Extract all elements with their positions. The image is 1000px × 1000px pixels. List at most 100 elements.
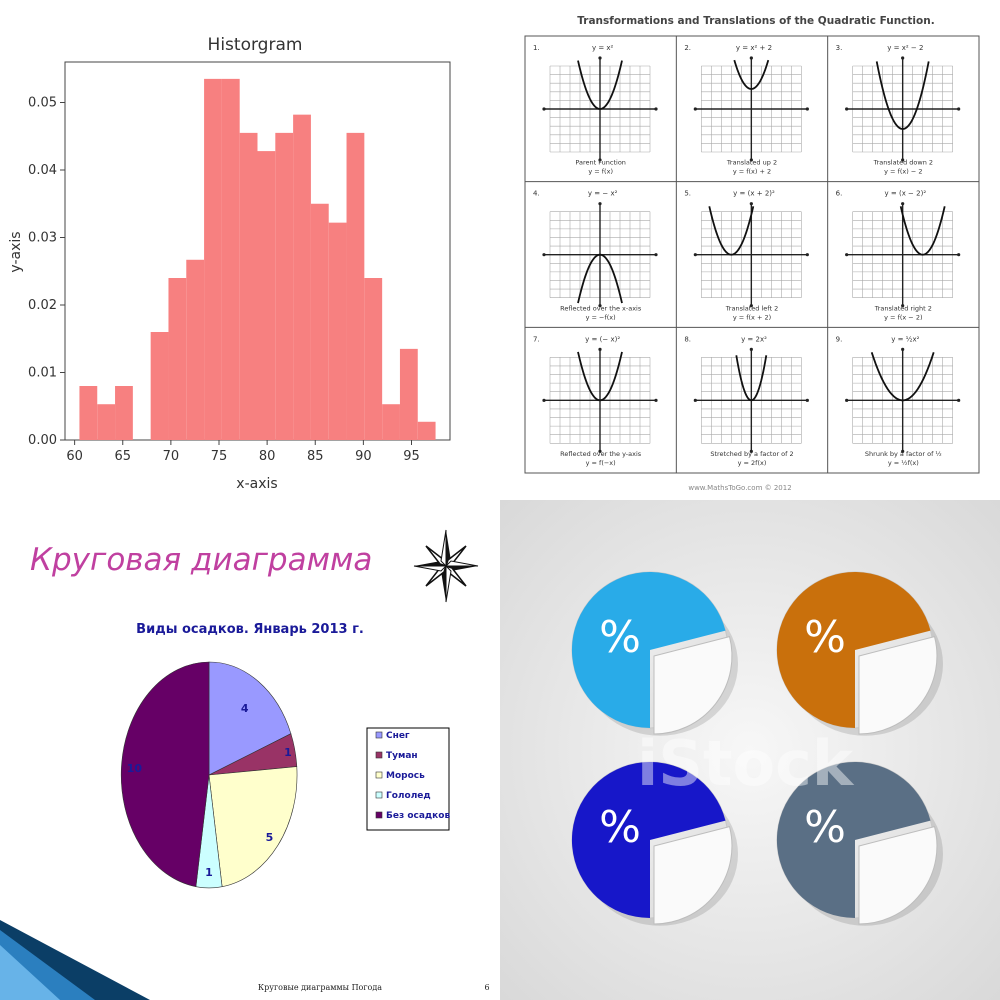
cell-equation: y = ½x² (891, 335, 919, 343)
histogram-bar (221, 78, 240, 440)
parabola-curve (577, 253, 623, 304)
legend-label: Снег (386, 731, 410, 741)
legend-swatch (375, 731, 383, 739)
slide-page-number: 6 (484, 983, 489, 992)
quadratic-cell: 3. y = x² − 2 Translated down 2y = f(x) − … (836, 44, 961, 176)
cell-caption-formula: y = f(x − 2) (884, 313, 922, 321)
percent-pie-icon-blue: % (571, 571, 738, 736)
legend-label: Туман (386, 751, 418, 761)
percent-pie-sector (776, 762, 931, 918)
histogram-xlabel: x-axis (236, 476, 277, 492)
histogram-bar (204, 78, 222, 440)
parabola-curve (733, 59, 770, 90)
cell-number: 8. (684, 335, 691, 343)
pie-data-label: 4 (241, 702, 249, 715)
histogram-ytick-label: 0.01 (28, 366, 57, 381)
histogram-xtick-label: 75 (211, 449, 228, 464)
cell-caption: Reflected over the x-axis (560, 304, 642, 312)
cell-caption: Translated left 2 (725, 304, 778, 312)
histogram-bar (97, 404, 116, 440)
histogram-bar (186, 259, 205, 440)
pie-slide-panel: Круговая диаграмма Виды осадков. Январь … (0, 500, 500, 1000)
cell-number: 5. (684, 190, 691, 198)
quadratic-cell: 2. y = x² + 2 Translated up 2y = f(x) + 2 (684, 44, 809, 176)
pie-chart-title: Виды осадков. Январь 2013 г. (136, 622, 364, 637)
histogram-ytick-label: 0.04 (28, 163, 57, 178)
histogram-chart: Historgram 60 65 70 75 80 85 90 95 0.00 0.01 0.02… (8, 35, 451, 492)
quadratic-cell: 9. y = ½x² Shrunk by a factor of ½y = ½f(x… (836, 335, 961, 467)
cell-caption-formula: y = −f(x) (586, 313, 616, 321)
cell-caption: Stretched by a factor of 2 (710, 450, 793, 458)
parabola-curve (875, 61, 930, 130)
cell-number: 2. (684, 44, 691, 52)
percent-pie-sector (571, 762, 726, 918)
histogram-xtick-label: 80 (259, 449, 276, 464)
percent-pie-slice (858, 825, 938, 925)
histogram-ytick-label: 0.05 (28, 96, 57, 111)
percent-symbol: % (804, 612, 846, 663)
histogram-bar (239, 132, 258, 440)
parabola-curve (899, 206, 946, 256)
percent-symbol: % (599, 802, 641, 853)
histogram-bar (115, 386, 133, 440)
quadratic-worksheet-panel: Transformations and Translations of the … (500, 0, 1000, 500)
slide-footer-text: Круговые диаграммы Погода (258, 983, 382, 992)
cell-caption-formula: y = 2f(x) (738, 459, 767, 467)
parabola-curve (708, 206, 755, 256)
histogram-title: Historgram (208, 35, 303, 55)
cell-equation: y = 2x² (741, 335, 767, 343)
cell-caption: Reflected over the y-axis (560, 450, 642, 458)
pie-slice (120, 661, 210, 888)
cell-caption: Shrunk by a factor of ½ (865, 450, 942, 458)
cell-caption: Translated down 2 (873, 159, 933, 167)
histogram-xtick-label: 85 (307, 449, 324, 464)
percent-pie-icon-orange: % (776, 571, 943, 736)
histogram-xtick-label: 70 (163, 449, 180, 464)
cell-caption-formula: y = f(x) + 2 (733, 168, 771, 176)
cell-caption-formula: y = f(x + 2) (733, 313, 771, 321)
cell-caption: Parent Function (575, 159, 626, 167)
parabola-curve (735, 355, 768, 402)
percent-symbol: % (599, 612, 641, 663)
histogram-panel: Historgram 60 65 70 75 80 85 90 95 0.00 0.01 0.02… (0, 0, 500, 500)
percent-pie-slice (653, 825, 733, 925)
worksheet-frame (524, 35, 980, 474)
pie-slice (208, 766, 298, 888)
cell-caption-formula: y = f(x) − 2 (884, 168, 922, 176)
percent-pie-sector (776, 572, 931, 728)
histogram-ytick-label: 0.02 (28, 298, 57, 313)
histogram-ytick-label: 0.03 (28, 231, 57, 246)
cell-equation: y = x² − 2 (887, 44, 923, 52)
slide-corner-decoration-accent (0, 945, 60, 1000)
pie-data-label: 1 (205, 866, 213, 879)
histogram-bar (293, 114, 311, 441)
legend-label: Гололед (386, 791, 431, 801)
histogram-bar (382, 404, 400, 440)
pie-data-label: 5 (266, 831, 274, 844)
percent-icons-panel: %%%% iStock (500, 500, 1000, 1000)
cell-caption: Translated up 2 (726, 159, 777, 167)
cell-caption-formula: y = ½f(x) (888, 459, 919, 467)
cell-equation: y = − x² (588, 190, 618, 198)
legend-label: Без осадков (386, 811, 450, 821)
histogram-xtick-label: 65 (114, 449, 131, 464)
percent-pie-slice (858, 635, 938, 735)
histogram-bar (275, 132, 294, 440)
histogram-ylabel: y-axis (8, 231, 24, 272)
histogram-bar (399, 348, 418, 440)
pie-slide: Круговая диаграмма Виды осадков. Январь … (0, 529, 490, 1000)
histogram-xtick-label: 90 (355, 449, 372, 464)
quadratic-worksheet: Transformations and Translations of the … (524, 15, 980, 492)
histogram-bar (257, 151, 276, 440)
histogram-xtick-label: 60 (66, 449, 83, 464)
histogram-xtick-label: 95 (403, 449, 420, 464)
stock-watermark: iStock (637, 727, 855, 800)
quadratic-cell: 6. y = (x − 2)² Translated right 2y = f(x … (836, 190, 961, 321)
cell-number: 1. (533, 44, 540, 52)
legend-swatch (375, 811, 383, 819)
histogram-bar (364, 278, 383, 440)
cell-number: 7. (533, 335, 540, 343)
